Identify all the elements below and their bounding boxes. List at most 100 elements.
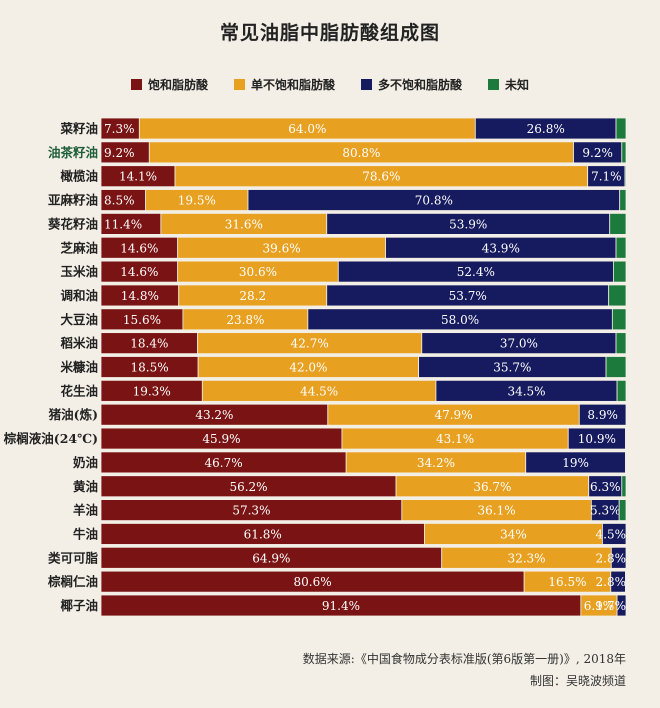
legend-label: 多不饱和脂肪酸 [378,78,463,92]
category-label: 猪油(炼) [48,407,98,422]
bar-segment [611,308,627,331]
data-label: 18.4% [130,337,168,351]
category-label: 葵花籽油 [47,216,98,231]
bar-segment [625,427,627,450]
bar-segment [609,212,627,235]
data-label: 39.6% [263,241,301,255]
bar-segment [602,523,627,545]
data-label: 19.5% [178,194,216,208]
category-label: 橄榄油 [60,169,98,184]
data-label: 6.9% [584,599,615,613]
data-label: 8.5% [104,194,135,208]
data-label: 14.6% [120,241,158,255]
bar-segment [624,165,627,188]
category-label: 芝麻油 [60,240,98,255]
bar-segment [608,284,627,307]
bar-segment [615,332,627,355]
data-label: 36.1% [478,504,516,518]
category-label: 棕榈仁油 [47,574,98,589]
category-label: 羊油 [73,503,98,518]
data-label: 80.8% [342,146,380,160]
data-label: 42.7% [291,337,329,351]
category-label: 类可可脂 [48,550,99,565]
data-label: 19% [562,456,589,470]
data-label: 80.6% [294,575,332,589]
data-label: 43.1% [436,432,474,446]
data-label: 7.1% [591,170,622,184]
bar-segment [613,260,627,283]
data-label: 44.5% [300,384,338,398]
data-label: 37.0% [500,337,538,351]
data-label: 53.7% [449,289,487,303]
data-label: 10.9% [578,432,616,446]
data-label: 43.2% [195,408,233,422]
bar-segment [578,403,627,426]
data-label: 23.8% [226,313,264,327]
data-label: 8.9% [587,408,618,422]
data-label: 78.6% [362,170,400,184]
data-label: 26.8% [527,122,565,136]
bar-segment [610,546,627,569]
data-label: 5.3% [590,504,621,518]
category-label: 椰子油 [60,598,98,613]
data-label: 2.8% [596,551,627,565]
chart-credit: 制图：吴晓波频道 [529,674,626,688]
data-label: 53.9% [449,217,487,231]
bar-segment [625,451,627,474]
data-label: 35.7% [493,361,531,375]
category-label: 黄油 [73,479,98,494]
data-label: 36.7% [473,480,511,494]
category-label: 油茶籽油 [48,145,98,160]
chart-legend: 饱和脂肪酸 单不饱和脂肪酸 多不饱和脂肪酸 未知 [0,76,660,93]
data-label: 2.8% [596,575,627,589]
data-label: 1.7% [596,599,627,613]
data-label: 57.3% [232,504,270,518]
category-label: 调和油 [60,288,98,303]
data-label: 34.2% [417,456,455,470]
legend-swatch [361,79,372,90]
data-label: 14.1% [119,170,157,184]
data-label: 6.3% [590,480,621,494]
data-label: 18.5% [131,361,169,375]
bar-segment [621,141,627,164]
data-label: 45.9% [202,432,240,446]
data-label: 19.3% [133,384,171,398]
bar-segment [616,594,627,617]
category-label: 玉米油 [60,264,98,279]
data-label: 42.0% [289,361,327,375]
data-label: 31.6% [225,217,263,231]
data-label: 7.3% [104,122,135,136]
legend-item-2: 多不饱和脂肪酸 [361,76,462,93]
bar-segment [625,570,627,593]
data-label: 46.7% [205,456,243,470]
legend-item-0: 饱和脂肪酸 [130,76,208,93]
category-label: 米糠油 [59,360,98,375]
category-label: 奶油 [73,455,98,470]
legend-swatch [488,79,500,90]
bar-segment [618,499,627,522]
data-label: 15.6% [123,313,161,327]
category-label: 牛油 [73,526,98,541]
data-source-note: 数据来源:《中国食物成分表标准版(第6版第一册)》, 2018年 [302,652,626,666]
data-label: 64.9% [252,551,290,565]
data-label: 70.8% [415,194,453,208]
data-label: 34.5% [507,384,545,398]
legend-item-3: 未知 [488,76,529,93]
legend-label: 未知 [505,78,530,92]
data-label: 58.0% [441,313,479,327]
bar-segment [621,475,627,498]
data-label: 9.2% [582,146,613,160]
data-label: 30.6% [239,265,277,279]
legend-label: 单不饱和脂肪酸 [250,78,335,92]
data-label: 34% [500,527,527,541]
legend-swatch [130,79,142,90]
data-label: 52.4% [457,265,495,279]
data-label: 14.8% [121,289,159,303]
data-label: 9.2% [104,146,135,160]
bar-segment [605,356,627,378]
data-label: 28.2 [239,289,266,303]
legend-label: 饱和脂肪酸 [147,78,208,92]
category-label: 亚麻籽油 [48,193,98,208]
bar-segment [615,117,627,140]
